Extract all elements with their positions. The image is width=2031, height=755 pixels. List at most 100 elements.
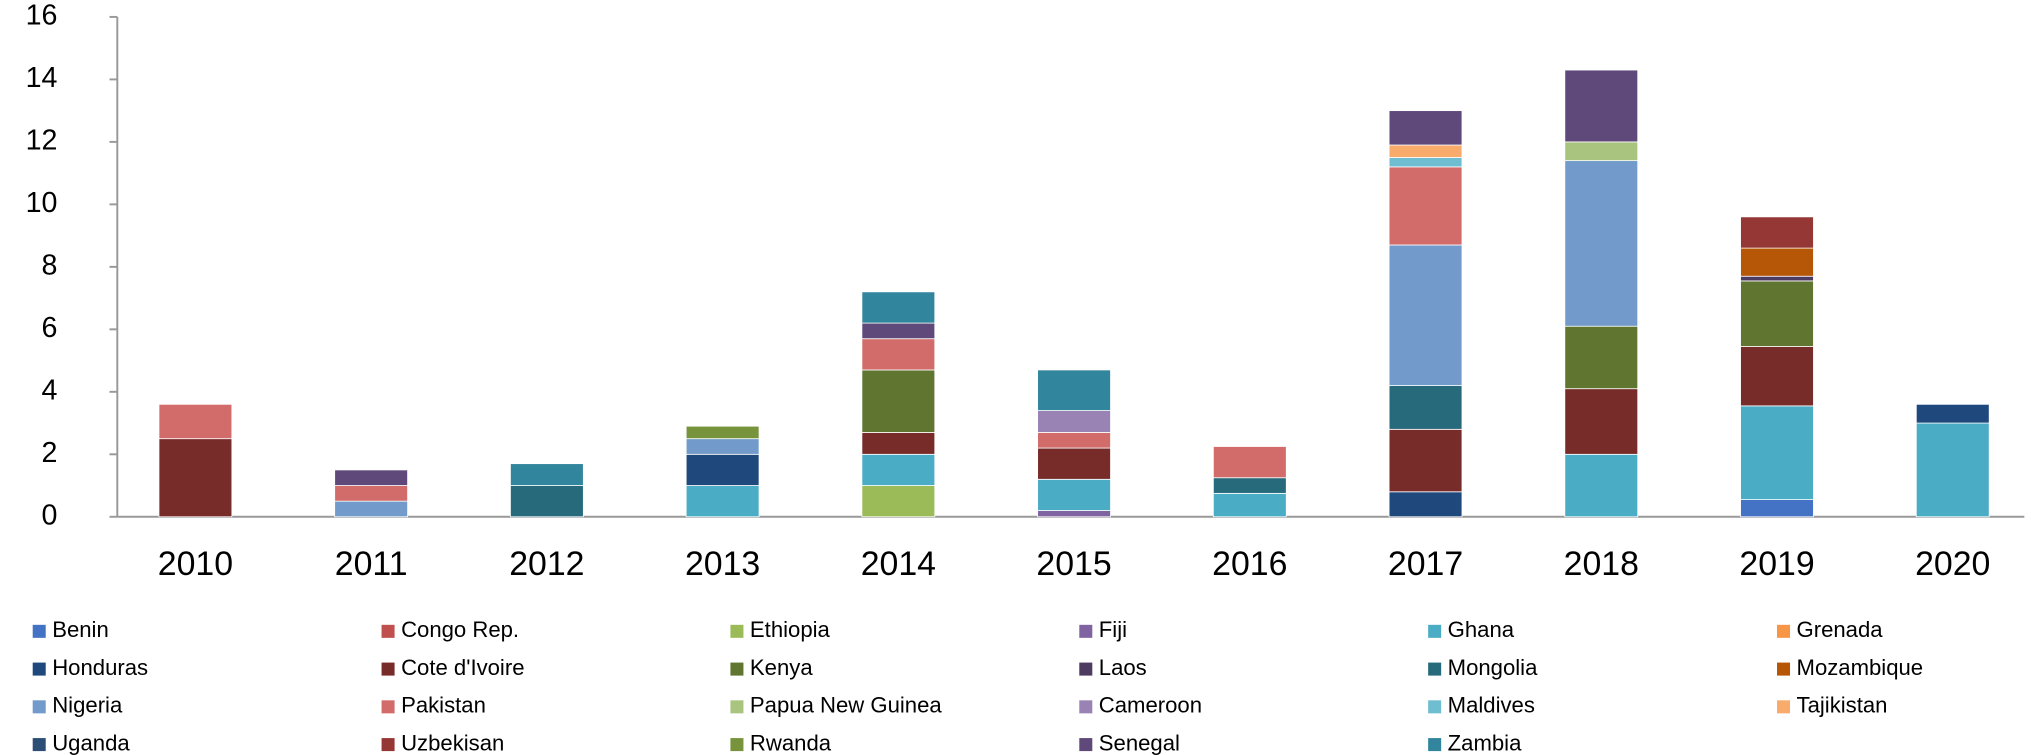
legend-label: Grenada bbox=[1797, 617, 1884, 642]
bar-segment bbox=[1564, 69, 1639, 143]
legend-label: Congo Rep. bbox=[401, 617, 519, 642]
bar-segment bbox=[685, 425, 760, 440]
legend-label: Pakistan bbox=[401, 693, 486, 718]
x-tick-label: 2014 bbox=[861, 545, 936, 583]
bar-segment bbox=[685, 438, 760, 455]
bar-segment bbox=[1388, 244, 1463, 386]
legend-label: Benin bbox=[52, 617, 109, 642]
bar-segment bbox=[861, 432, 936, 455]
legend-label: Laos bbox=[1099, 655, 1147, 680]
x-tick-label: 2011 bbox=[335, 545, 408, 583]
legend-swatch bbox=[381, 662, 395, 676]
legend-label: Tajikistan bbox=[1797, 693, 1888, 718]
legend-label: Fiji bbox=[1099, 617, 1127, 642]
y-tick-label: 14 bbox=[26, 62, 58, 94]
bar-segment bbox=[1564, 388, 1639, 455]
legend-swatch bbox=[381, 700, 395, 714]
x-tick-label: 2012 bbox=[509, 545, 584, 583]
legend-swatch bbox=[730, 624, 744, 638]
legend-swatch bbox=[1428, 700, 1442, 714]
legend-swatch bbox=[730, 662, 744, 676]
bar-segment bbox=[861, 453, 936, 486]
legend-label: Ethiopia bbox=[750, 617, 831, 642]
bar-segment bbox=[685, 485, 760, 518]
legend-label: Cameroon bbox=[1099, 693, 1202, 718]
bar-segment bbox=[1037, 510, 1111, 518]
bar-segment bbox=[334, 469, 408, 486]
y-tick-label: 0 bbox=[42, 499, 58, 531]
bar-segment bbox=[158, 438, 233, 518]
bar-segment bbox=[685, 453, 760, 486]
bar-segment bbox=[861, 291, 936, 324]
bar-segment bbox=[1740, 275, 1814, 282]
legend-label: Uzbekisan bbox=[401, 730, 504, 755]
bar-segment bbox=[1037, 369, 1111, 411]
bar-segment bbox=[1212, 446, 1287, 479]
legend-label: Nigeria bbox=[52, 693, 123, 718]
x-tick-label: 2017 bbox=[1388, 545, 1463, 583]
bar-segment bbox=[1212, 492, 1287, 518]
bar-segment bbox=[1388, 166, 1463, 246]
legend-label: Cote d'Ivoire bbox=[401, 655, 524, 680]
x-tick-label: 2015 bbox=[1036, 545, 1111, 583]
legend-swatch bbox=[1079, 624, 1093, 638]
legend-swatch bbox=[32, 624, 46, 638]
legend-label: Mongolia bbox=[1448, 655, 1538, 680]
bar-segment bbox=[1564, 141, 1639, 162]
bar-segment bbox=[1915, 422, 1990, 518]
y-tick-label: 8 bbox=[42, 249, 58, 281]
bar-segment bbox=[1037, 432, 1111, 449]
bar-segment bbox=[1388, 491, 1463, 518]
legend-swatch bbox=[32, 662, 46, 676]
legend-swatch bbox=[381, 738, 395, 752]
bar-segment bbox=[510, 485, 584, 518]
x-tick-label: 2019 bbox=[1739, 545, 1814, 583]
bar-segment bbox=[510, 463, 584, 486]
legend-label: Zambia bbox=[1448, 730, 1522, 755]
legend-label: Rwanda bbox=[750, 730, 832, 755]
legend-label: Ghana bbox=[1448, 617, 1515, 642]
legend-label: Maldives bbox=[1448, 693, 1535, 718]
bar-segment bbox=[1740, 216, 1814, 249]
bar-segment bbox=[1388, 144, 1463, 158]
bar-segment bbox=[1212, 477, 1287, 494]
legend-swatch bbox=[1079, 662, 1093, 676]
bar-segment bbox=[1740, 499, 1814, 518]
legend-label: Mozambique bbox=[1797, 655, 1924, 680]
bar-segment bbox=[1915, 403, 1990, 424]
y-tick-label: 6 bbox=[42, 312, 58, 344]
y-tick-label: 12 bbox=[26, 124, 58, 156]
legend-label: Papua New Guinea bbox=[750, 693, 942, 718]
legend-label: Uganda bbox=[52, 730, 130, 755]
x-tick-label: 2016 bbox=[1212, 545, 1287, 583]
legend-label: Honduras bbox=[52, 655, 148, 680]
x-tick-label: 2020 bbox=[1915, 545, 1990, 583]
legend-swatch bbox=[1428, 662, 1442, 676]
legend-swatch bbox=[730, 738, 744, 752]
x-tick-label: 2018 bbox=[1564, 545, 1639, 583]
bar-segment bbox=[1037, 447, 1111, 480]
bar-segment bbox=[1740, 247, 1814, 277]
legend-swatch bbox=[730, 700, 744, 714]
legend-swatch bbox=[1777, 624, 1791, 638]
legend-label: Senegal bbox=[1099, 730, 1180, 755]
bar-segment bbox=[1037, 478, 1111, 511]
legend-swatch bbox=[1777, 700, 1791, 714]
bar-segment bbox=[1564, 325, 1639, 390]
legend-swatch bbox=[1777, 662, 1791, 676]
bar-segment bbox=[1388, 428, 1463, 493]
legend-swatch bbox=[32, 700, 46, 714]
legend-swatch bbox=[1079, 700, 1093, 714]
bar-segment bbox=[1388, 385, 1463, 430]
legend-label: Kenya bbox=[750, 655, 813, 680]
bar-segment bbox=[334, 500, 408, 518]
y-tick-label: 4 bbox=[42, 374, 58, 406]
bar-segment bbox=[1388, 157, 1463, 168]
bar-segment bbox=[861, 338, 936, 371]
bar-segment bbox=[334, 485, 408, 502]
legend-swatch bbox=[1079, 738, 1093, 752]
bar-segment bbox=[861, 322, 936, 340]
bar-segment bbox=[861, 369, 936, 433]
x-tick-label: 2010 bbox=[158, 545, 233, 583]
